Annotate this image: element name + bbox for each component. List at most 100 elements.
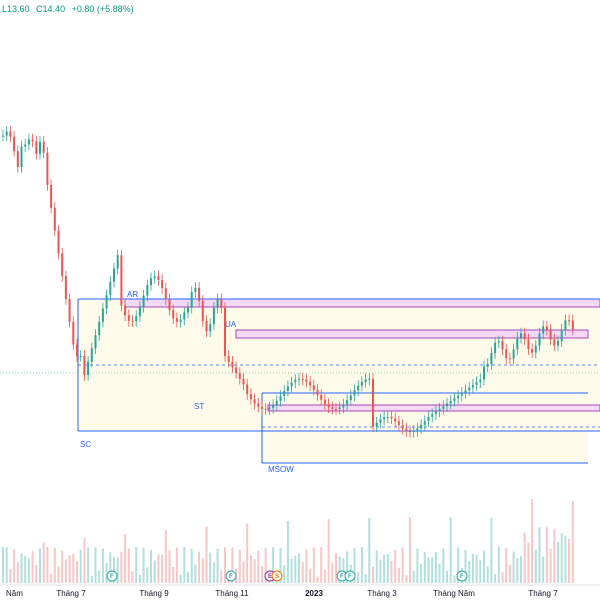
volume-bar (216, 548, 219, 583)
event-f-1[interactable]: F (106, 570, 118, 582)
candle-body (13, 136, 16, 152)
volume-bar (405, 575, 408, 583)
candle-body (257, 403, 260, 407)
candle-body (261, 406, 263, 409)
volume-bar (379, 559, 382, 583)
volume-bar (560, 533, 563, 583)
volume-bar (164, 530, 167, 583)
volume-bar (39, 548, 41, 583)
change-label: +0.80 (+5.88%) (71, 4, 134, 14)
volume-bar (90, 575, 93, 583)
volume-bar (183, 547, 186, 583)
candle-body (486, 364, 489, 367)
candle-body (16, 151, 19, 168)
event-f-3[interactable]: F (336, 570, 348, 582)
candle-body (501, 341, 504, 350)
candle-body (175, 318, 178, 322)
candle-body (401, 425, 404, 429)
annotation-msow: MSOW (268, 465, 294, 474)
volume-bar (246, 523, 249, 583)
candle-body (442, 406, 445, 409)
volume-bar (46, 547, 49, 583)
candle-body (397, 421, 400, 426)
volume-bar (457, 547, 460, 583)
candle-body (39, 141, 41, 154)
volume-bar (194, 564, 197, 583)
volume-bar (427, 557, 430, 583)
candle-body (471, 384, 474, 388)
volume-bar (531, 499, 534, 583)
volume-bar (309, 568, 312, 583)
x-tick-label: Tháng 11 (215, 589, 249, 598)
volume-bar (224, 547, 226, 583)
event-f-5[interactable]: F (456, 570, 468, 582)
volume-bar (316, 576, 319, 583)
volume-bar (220, 570, 223, 583)
candle-body (379, 419, 382, 423)
candle-body (35, 141, 38, 154)
volume-bar (279, 548, 282, 583)
volume-bar (505, 548, 508, 583)
candle-body (453, 398, 456, 401)
volume-bar (298, 553, 300, 583)
candle-body (161, 279, 164, 289)
event-f-2[interactable]: F (225, 570, 237, 582)
volume-bar (209, 552, 212, 583)
event-f-5-label: F (460, 574, 464, 580)
volume-bar (420, 563, 423, 583)
candle-body (434, 411, 437, 415)
close-label: C14.40 (36, 4, 66, 14)
candle-body (286, 386, 289, 391)
candle-body (68, 299, 71, 322)
volume-bar (272, 547, 275, 583)
volume-bar (342, 558, 345, 583)
volume-bar (553, 529, 556, 583)
candle-body (224, 307, 226, 356)
candle-body (105, 295, 108, 309)
event-f-4[interactable]: F (344, 570, 356, 582)
volume-bar (72, 553, 75, 583)
volume-bar (87, 547, 90, 583)
volume-bar (412, 570, 415, 583)
volume-bar (187, 571, 189, 583)
candle-body (94, 335, 97, 349)
candle-body (483, 366, 485, 380)
volume-bar (305, 549, 308, 583)
candle-body (5, 131, 8, 136)
zone-mid (267, 404, 600, 412)
volume-bar (161, 554, 164, 583)
volume-bar (42, 542, 45, 583)
candle-body (412, 430, 415, 432)
candle-body (549, 329, 552, 340)
volume-bar (501, 572, 504, 583)
volume-bar (568, 538, 571, 583)
candle-body (298, 378, 300, 380)
volume-bar (360, 547, 363, 583)
volume-bar (464, 549, 467, 583)
candle-body (198, 287, 201, 301)
candle-body (268, 407, 271, 410)
volume-bar (153, 560, 156, 583)
candle-body (216, 299, 219, 308)
candle-body (360, 381, 363, 386)
x-tick-label: Tháng Năm (433, 589, 475, 598)
volume-bar (50, 573, 53, 583)
candle-body (564, 320, 567, 330)
volume-bar (212, 562, 215, 583)
candle-body (227, 356, 230, 362)
candle-body (42, 141, 45, 153)
volume-bar (198, 551, 201, 583)
candle-body (201, 300, 204, 322)
candle-body (249, 394, 252, 400)
candle-body (283, 390, 286, 397)
volume-bar (76, 561, 78, 583)
candle-body (553, 339, 556, 346)
volume-bar (483, 550, 485, 583)
volume-bar (79, 549, 82, 583)
candle-body (512, 349, 515, 359)
volume-bar (383, 554, 386, 583)
event-s[interactable]: S (271, 570, 283, 582)
volume-bar (375, 550, 378, 583)
volume-bar (327, 519, 330, 583)
